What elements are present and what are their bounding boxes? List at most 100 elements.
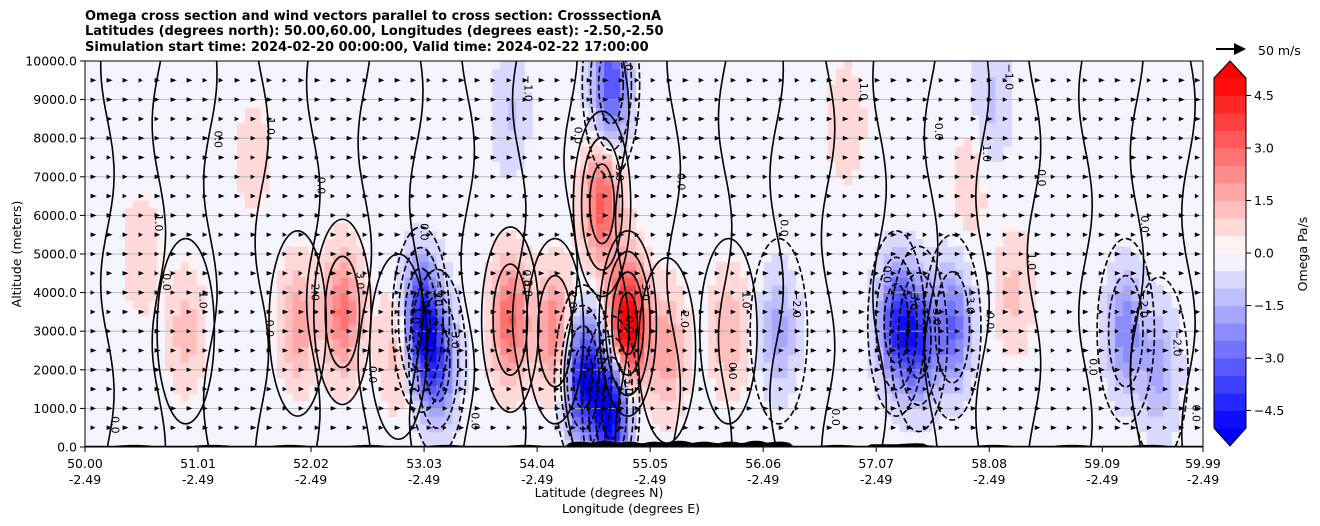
- wind-vector: [1082, 290, 1089, 295]
- zero-contour: [1129, 61, 1145, 447]
- wind-vector: [1066, 348, 1072, 353]
- omega-cell: [356, 315, 366, 325]
- omega-cell: [372, 354, 382, 363]
- omega-cell: [532, 369, 541, 379]
- omega-cell: [516, 354, 525, 363]
- wind-vector: [858, 386, 864, 392]
- wind-vector: [1146, 290, 1153, 295]
- omega-cell: [787, 261, 797, 271]
- omega-cell: [580, 223, 589, 232]
- wind-vector: [154, 425, 159, 430]
- omega-cell: [883, 230, 893, 240]
- wind-vector: [554, 78, 560, 83]
- omega-cell: [1155, 354, 1164, 363]
- omega-cell: [452, 323, 461, 332]
- wind-vector: [506, 425, 512, 430]
- contour-label: 0.0: [469, 412, 482, 430]
- wind-vector: [842, 232, 848, 237]
- wind-vector: [538, 271, 545, 276]
- omega-cell: [396, 254, 406, 263]
- wind-vector: [538, 78, 545, 83]
- y-tick-label: 10000.0: [25, 54, 77, 69]
- wind-vector: [474, 425, 481, 430]
- omega-cell: [659, 362, 669, 371]
- omega-cell: [963, 215, 973, 224]
- omega-cell: [1131, 300, 1140, 309]
- omega-cell: [1123, 377, 1132, 386]
- omega-cell: [284, 346, 294, 355]
- omega-cell: [300, 284, 310, 294]
- omega-cell: [516, 261, 525, 271]
- wind-vector: [666, 213, 673, 218]
- omega-cell: [588, 246, 597, 255]
- omega-cell: [356, 346, 366, 355]
- wind-vector: [474, 348, 479, 353]
- x-tick-label-longitude: -2.49: [747, 472, 779, 487]
- wind-vector: [1114, 155, 1120, 160]
- omega-cell: [1115, 323, 1124, 332]
- wind-vector: [954, 78, 961, 83]
- wind-vector: [362, 406, 367, 411]
- omega-cell: [779, 346, 789, 355]
- omega-cell: [492, 145, 501, 155]
- omega-cell: [723, 338, 733, 348]
- wind-vector: [410, 155, 417, 160]
- omega-cell: [971, 277, 980, 286]
- omega-cell: [1139, 423, 1148, 433]
- wind-vector: [282, 116, 289, 122]
- omega-cell: [572, 331, 581, 340]
- omega-cell: [372, 362, 382, 371]
- wind-vector: [1178, 116, 1185, 122]
- omega-cell: [987, 130, 996, 139]
- omega-cell: [1011, 323, 1020, 332]
- wind-vector: [298, 193, 305, 199]
- omega-cell: [324, 284, 334, 294]
- omega-cell: [284, 269, 294, 278]
- contour-label: 1.0: [1025, 253, 1038, 271]
- wind-vector: [666, 155, 672, 160]
- omega-cell: [955, 323, 965, 332]
- omega-cell: [923, 277, 933, 286]
- wind-vector: [906, 251, 913, 257]
- wind-vector: [490, 193, 496, 199]
- wind-vector: [138, 251, 144, 257]
- omega-cell: [428, 308, 437, 317]
- omega-cell: [196, 323, 206, 332]
- wind-vector: [1018, 155, 1025, 160]
- omega-cell: [188, 354, 198, 363]
- omega-cell: [508, 238, 517, 247]
- omega-cell: [971, 292, 980, 301]
- wind-vector: [666, 97, 673, 102]
- omega-cell: [260, 145, 270, 155]
- omega-cell: [508, 269, 517, 278]
- wind-vector: [426, 193, 433, 199]
- wind-vector: [1194, 116, 1201, 122]
- wind-vector: [970, 155, 976, 160]
- wind-vector: [970, 367, 977, 373]
- omega-cell: [1155, 362, 1164, 371]
- omega-cell: [907, 254, 917, 263]
- omega-cell: [340, 277, 350, 286]
- omega-cell: [931, 292, 941, 301]
- omega-cell: [1131, 338, 1140, 348]
- omega-cell: [484, 362, 493, 371]
- omega-cell: [548, 346, 557, 355]
- wind-vector: [826, 406, 833, 411]
- omega-cell: [763, 385, 773, 394]
- omega-cell: [580, 176, 589, 186]
- omega-cell: [636, 331, 645, 340]
- omega-cell: [524, 331, 533, 340]
- wind-vector: [938, 348, 945, 353]
- omega-cell: [995, 153, 1004, 162]
- wind-vector: [442, 271, 447, 276]
- wind-vector: [282, 367, 288, 373]
- omega-cell: [779, 269, 789, 278]
- wind-vector: [634, 309, 641, 315]
- wind-vector: [394, 116, 401, 122]
- omega-cell: [843, 68, 853, 78]
- omega-cell: [843, 153, 853, 162]
- omega-cell: [628, 99, 637, 108]
- omega-cell: [915, 362, 925, 371]
- omega-cell: [420, 269, 429, 278]
- omega-cell: [1027, 300, 1036, 309]
